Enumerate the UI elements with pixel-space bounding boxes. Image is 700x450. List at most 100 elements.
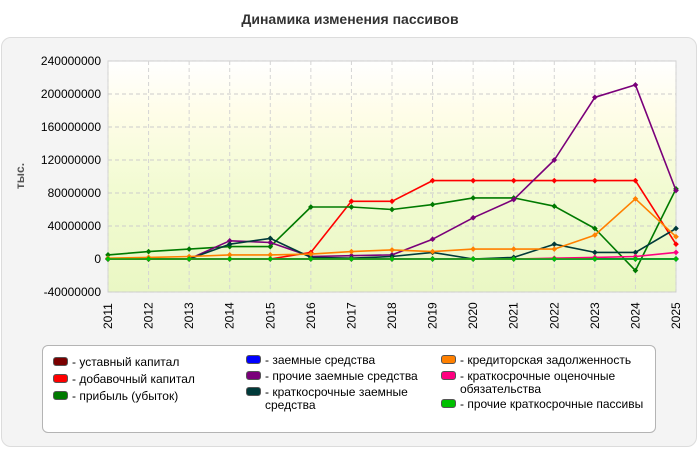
legend-label: - краткосрочные оценочные обязательства — [460, 369, 616, 396]
legend-label: - уставный капитал — [72, 355, 180, 369]
data-point — [267, 256, 274, 262]
data-point — [470, 214, 476, 221]
data-point — [226, 252, 233, 258]
legend-label: - заемные средства — [265, 353, 376, 367]
data-point — [470, 246, 476, 252]
chart-title: Динамика изменения пассивов — [241, 11, 459, 27]
x-tick-label: 2014 — [223, 302, 237, 329]
legend-label: - кредиторская задолженность — [460, 353, 632, 367]
legend: - уставный капитал - добавочный капитал - … — [42, 345, 656, 433]
series-lines — [105, 82, 679, 274]
data-point — [592, 256, 598, 262]
x-tick-label: 2021 — [507, 302, 521, 329]
x-tick-label: 2025 — [669, 302, 683, 329]
data-point — [673, 249, 679, 256]
x-tick-label: 2019 — [426, 302, 440, 329]
data-point — [632, 195, 639, 202]
data-point — [510, 246, 517, 252]
data-point — [267, 235, 274, 242]
data-point — [592, 94, 598, 101]
legend-swatch — [53, 357, 68, 366]
data-point — [389, 256, 395, 262]
data-point — [551, 203, 558, 210]
data-point — [389, 206, 395, 213]
y-tick-label: 40000000 — [48, 219, 102, 233]
y-axis-label: тыс. — [13, 163, 27, 189]
legend-swatch — [246, 387, 261, 396]
y-axis-ticks: 240000000 200000000 160000000 120000000 8000… — [41, 54, 101, 299]
data-point — [267, 243, 274, 250]
x-tick-label: 2024 — [628, 302, 642, 329]
data-point — [632, 249, 639, 256]
y-tick-label: 80000000 — [48, 186, 102, 200]
x-tick-label: 2020 — [466, 302, 480, 329]
data-point — [551, 246, 558, 252]
data-point — [145, 248, 152, 255]
legend-label: - краткосрочные заемные средства — [265, 385, 408, 412]
legend-swatch — [441, 371, 456, 380]
data-point — [632, 256, 639, 262]
data-point — [673, 233, 679, 240]
legend-label: - прочие краткосрочные пассивы — [460, 397, 644, 411]
legend-label: - прибыль (убыток) — [72, 389, 179, 403]
x-tick-label: 2013 — [182, 302, 196, 329]
data-point — [429, 248, 436, 255]
data-point — [551, 177, 558, 184]
data-point — [186, 256, 192, 262]
data-point — [429, 256, 436, 262]
x-axis-ticks: 2011 2012 2013 2014 2015 2016 2017 2018 2019 2020… — [101, 302, 683, 329]
data-point — [145, 256, 152, 262]
data-point — [510, 256, 517, 262]
data-point — [673, 225, 679, 232]
data-point — [389, 247, 395, 253]
data-point — [226, 238, 233, 244]
data-point — [632, 82, 639, 88]
y-tick-label: 240000000 — [41, 54, 101, 68]
legend-swatch — [53, 391, 68, 400]
data-point — [348, 248, 355, 255]
data-point — [429, 177, 436, 184]
legend-label: - прочие заемные средства — [265, 369, 418, 383]
legend-swatch — [441, 399, 456, 408]
data-point — [470, 177, 476, 184]
y-tick-label: -40000000 — [44, 285, 102, 299]
data-point — [592, 177, 598, 184]
data-point — [592, 225, 598, 232]
data-point — [348, 198, 355, 205]
data-point — [226, 256, 233, 262]
data-point — [308, 256, 314, 262]
x-tick-label: 2012 — [142, 302, 156, 329]
data-point — [510, 177, 517, 184]
data-point — [470, 256, 476, 262]
data-point — [673, 241, 679, 247]
legend-swatch — [441, 355, 456, 364]
data-point — [551, 256, 558, 262]
data-point — [348, 204, 355, 210]
data-point — [592, 232, 598, 238]
data-point — [429, 236, 436, 243]
x-tick-label: 2018 — [385, 302, 399, 329]
y-tick-label: 0 — [94, 252, 101, 266]
data-point — [186, 246, 192, 252]
data-point — [551, 241, 558, 247]
data-point — [510, 196, 517, 203]
data-point — [632, 177, 639, 184]
series — [105, 256, 679, 262]
x-tick-label: 2023 — [588, 302, 602, 329]
legend-swatch — [246, 371, 261, 380]
data-point — [470, 195, 476, 201]
data-point — [308, 204, 314, 210]
legend-label: - добавочный капитал — [72, 372, 195, 386]
data-point — [673, 256, 679, 262]
x-tick-label: 2016 — [304, 302, 318, 329]
data-point — [389, 198, 395, 205]
x-tick-label: 2011 — [101, 303, 115, 329]
data-point — [267, 239, 274, 246]
data-point — [105, 252, 111, 258]
x-tick-label: 2015 — [263, 302, 277, 329]
data-point — [105, 256, 111, 262]
y-tick-label: 120000000 — [41, 153, 101, 167]
data-point — [267, 252, 274, 258]
data-point — [226, 241, 233, 247]
